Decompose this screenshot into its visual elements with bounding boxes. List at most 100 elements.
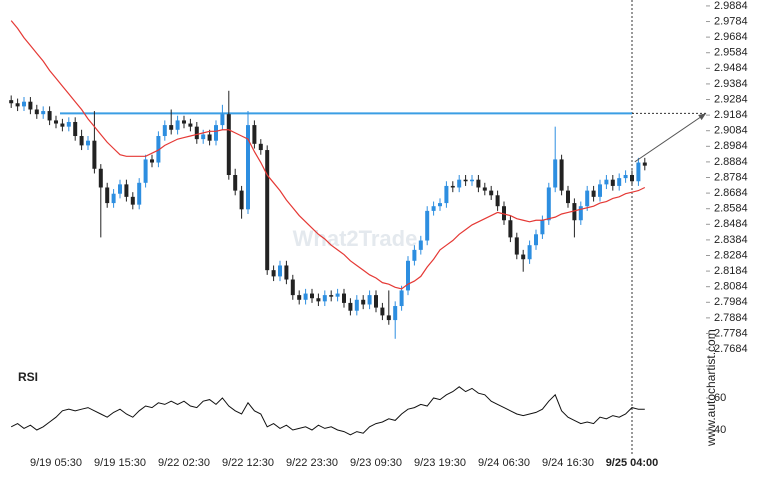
candle-body xyxy=(463,179,468,182)
candle-body xyxy=(226,114,231,176)
candle-body xyxy=(572,203,577,221)
y-tick-label: 2.8984 xyxy=(714,140,748,152)
candle-body xyxy=(380,307,385,316)
candle-body xyxy=(278,265,282,277)
candle-body xyxy=(476,179,481,188)
candle-body xyxy=(258,143,263,151)
candle-body xyxy=(22,101,26,107)
candle-body xyxy=(15,103,20,107)
candle-body xyxy=(502,206,506,221)
y-tick-label: 2.9284 xyxy=(714,93,748,105)
candle-body xyxy=(265,150,270,271)
candle-body xyxy=(406,260,410,291)
candle-body xyxy=(316,298,321,302)
y-tick-label: 2.8784 xyxy=(714,171,748,183)
candle-body xyxy=(450,185,455,188)
x-tick-label: 9/24 06:30 xyxy=(478,457,530,469)
candle-body xyxy=(137,182,142,205)
candle-body xyxy=(444,185,449,204)
candle-body xyxy=(239,190,244,210)
candle-body xyxy=(457,179,462,188)
y-tick-label: 2.8884 xyxy=(714,156,748,168)
rsi-tick-label: 60 xyxy=(714,392,726,404)
candle-body xyxy=(220,114,225,126)
rsi-label: RSI xyxy=(18,370,38,384)
candle-body xyxy=(118,184,122,194)
x-tick-label: 9/22 23:30 xyxy=(286,457,338,469)
candle-body xyxy=(489,190,494,196)
candle-body xyxy=(111,193,116,204)
candle-body xyxy=(514,237,519,255)
candle-body xyxy=(604,179,609,185)
candle-body xyxy=(150,159,154,163)
y-tick-label: 2.9684 xyxy=(714,31,748,43)
candle-body xyxy=(470,179,474,182)
x-tick-label: 9/19 05:30 xyxy=(30,457,82,469)
candle-body xyxy=(310,293,314,299)
y-tick-label: 2.9784 xyxy=(714,15,748,27)
candle-body xyxy=(540,220,545,235)
candle-body xyxy=(47,111,52,121)
y-tick-label: 2.9484 xyxy=(714,62,748,74)
y-tick-label: 2.8084 xyxy=(714,281,748,293)
candle-body xyxy=(431,206,436,211)
candle-body xyxy=(98,168,103,188)
candle-body xyxy=(636,162,641,182)
candle-body xyxy=(41,111,46,115)
candle-body xyxy=(617,178,622,186)
x-tick-label: 9/25 04:00 xyxy=(606,457,659,469)
y-tick-label: 2.7884 xyxy=(714,312,748,324)
y-tick-label: 2.9884 xyxy=(714,0,748,12)
candle-body xyxy=(284,265,289,280)
y-tick-label: 2.8484 xyxy=(714,218,748,230)
candle-body xyxy=(598,184,602,197)
forecast-arrowhead xyxy=(698,113,706,121)
candle-body xyxy=(412,249,417,261)
x-tick-label: 9/23 09:30 xyxy=(350,457,402,469)
y-tick-label: 2.8184 xyxy=(714,265,748,277)
candle-body xyxy=(60,123,65,127)
candle-body xyxy=(508,220,513,238)
y-tick-label: 2.7984 xyxy=(714,296,748,308)
moving-average xyxy=(10,20,646,290)
candle-body xyxy=(54,120,58,124)
y-tick-label: 2.9184 xyxy=(714,109,748,121)
candle-body xyxy=(566,190,570,204)
candle-body xyxy=(252,125,257,144)
candle-body xyxy=(399,290,404,307)
candle-body xyxy=(130,196,135,205)
candle-body xyxy=(591,190,596,197)
candle-body xyxy=(585,190,590,207)
rsi-line xyxy=(10,386,645,436)
candle-body xyxy=(34,109,39,115)
candle-body xyxy=(73,121,78,137)
candle-body xyxy=(534,234,538,246)
candle-body xyxy=(553,159,558,188)
rsi-tick-label: 40 xyxy=(714,424,726,436)
x-tick-label: 9/22 02:30 xyxy=(158,457,210,469)
candle-body xyxy=(521,254,526,260)
candle-body xyxy=(214,125,218,141)
candle-body xyxy=(79,136,84,146)
y-tick-label: 2.9584 xyxy=(714,47,748,59)
forecast-arrow xyxy=(634,112,707,163)
y-tick-label: 2.8584 xyxy=(714,203,748,215)
candle-body xyxy=(188,123,193,127)
y-tick-label: 2.8384 xyxy=(714,234,748,246)
candle-body xyxy=(361,299,366,305)
candle-body xyxy=(623,175,628,179)
candle-body xyxy=(303,293,308,300)
candle-body xyxy=(348,302,353,311)
y-tick-label: 2.7684 xyxy=(714,343,748,355)
candle-body xyxy=(246,125,250,210)
candle-body xyxy=(495,195,500,207)
candle-body xyxy=(322,295,327,302)
candle-body xyxy=(194,126,199,140)
candle-body xyxy=(66,121,71,127)
candle-body xyxy=(162,125,167,137)
candle-body xyxy=(271,270,276,277)
candle-body xyxy=(386,315,391,321)
candle-body xyxy=(393,306,398,321)
candle-body xyxy=(630,175,634,182)
